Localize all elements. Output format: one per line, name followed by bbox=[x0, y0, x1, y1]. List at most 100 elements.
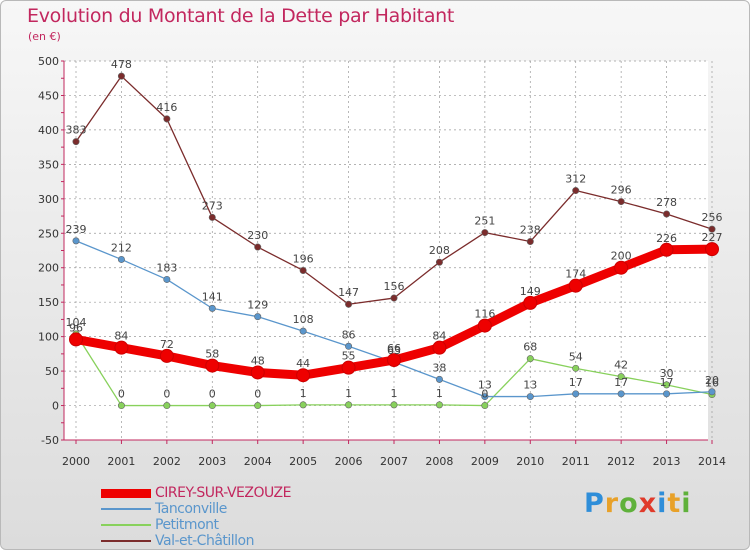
data-label: 239 bbox=[66, 223, 87, 236]
x-tick-label: 2001 bbox=[107, 455, 135, 468]
legend-label: CIREY-SUR-VEZOUZE bbox=[155, 485, 291, 501]
data-label: 227 bbox=[702, 231, 723, 244]
data-point bbox=[208, 402, 216, 410]
x-tick-label: 2010 bbox=[516, 455, 544, 468]
series-3 bbox=[72, 72, 716, 308]
data-label: 17 bbox=[660, 376, 674, 389]
logo-letter: r bbox=[604, 488, 620, 519]
data-label: 44 bbox=[296, 357, 310, 370]
data-label: 141 bbox=[202, 290, 223, 303]
data-point bbox=[254, 402, 262, 410]
data-point bbox=[523, 295, 538, 310]
data-label: 38 bbox=[432, 361, 446, 374]
x-tick-label: 2013 bbox=[653, 455, 681, 468]
data-point bbox=[72, 237, 80, 245]
data-point bbox=[345, 401, 353, 409]
data-label: 16 bbox=[705, 377, 719, 390]
data-label: 278 bbox=[656, 196, 677, 209]
data-point bbox=[114, 340, 129, 355]
data-label: 129 bbox=[247, 299, 268, 312]
data-label: 84 bbox=[432, 330, 446, 343]
y-tick-label: 450 bbox=[38, 89, 59, 102]
data-label: 104 bbox=[66, 316, 87, 329]
data-point bbox=[435, 375, 443, 383]
data-label: 48 bbox=[251, 354, 265, 367]
x-tick-label: 2003 bbox=[198, 455, 226, 468]
data-label: 174 bbox=[565, 268, 586, 281]
data-label: 478 bbox=[111, 58, 132, 71]
data-point bbox=[250, 365, 265, 380]
y-tick-label: 150 bbox=[38, 296, 59, 309]
legend: CIREY-SUR-VEZOUZE Tanconville Petitmont Val… bbox=[101, 485, 291, 549]
data-point bbox=[572, 390, 580, 398]
data-label: 312 bbox=[565, 173, 586, 186]
data-label: 0 bbox=[209, 388, 216, 401]
legend-label: Val-et-Châtillon bbox=[155, 533, 255, 549]
logo-letter: i bbox=[681, 488, 692, 519]
y-tick-label: -50 bbox=[41, 434, 59, 447]
legend-item: CIREY-SUR-VEZOUZE bbox=[101, 485, 291, 501]
data-label: 149 bbox=[520, 285, 541, 298]
data-point bbox=[117, 72, 125, 80]
data-point bbox=[663, 381, 671, 389]
data-point bbox=[481, 402, 489, 410]
data-point bbox=[345, 300, 353, 308]
data-label: 383 bbox=[66, 124, 87, 137]
data-point bbox=[299, 266, 307, 274]
data-label: 226 bbox=[656, 232, 677, 245]
data-point bbox=[617, 198, 625, 206]
data-label: 238 bbox=[520, 224, 541, 237]
data-point bbox=[708, 225, 716, 233]
data-label: 0 bbox=[118, 388, 125, 401]
data-label: 20 bbox=[705, 374, 719, 387]
plot-area bbox=[64, 61, 708, 440]
data-label: 183 bbox=[156, 261, 177, 274]
x-tick-label: 2012 bbox=[607, 455, 635, 468]
x-tick-label: 2005 bbox=[289, 455, 317, 468]
data-point bbox=[481, 229, 489, 237]
legend-label: Tanconville bbox=[155, 501, 227, 517]
data-point bbox=[572, 364, 580, 372]
data-label: 17 bbox=[569, 376, 583, 389]
data-label: 0 bbox=[481, 388, 488, 401]
data-label: 68 bbox=[523, 341, 537, 354]
data-label: 1 bbox=[436, 387, 443, 400]
data-label: 42 bbox=[614, 359, 628, 372]
data-label: 63 bbox=[387, 344, 401, 357]
legend-item: Tanconville bbox=[101, 501, 291, 517]
data-point bbox=[659, 242, 674, 257]
x-tick-label: 2007 bbox=[380, 455, 408, 468]
y-tick-label: 300 bbox=[38, 193, 59, 206]
data-point bbox=[568, 278, 583, 293]
data-point bbox=[208, 213, 216, 221]
data-label: 196 bbox=[293, 252, 314, 265]
legend-item: Val-et-Châtillon bbox=[101, 533, 291, 549]
proxiti-logo: Proxiti bbox=[584, 488, 692, 519]
legend-swatch bbox=[101, 488, 151, 498]
data-point bbox=[614, 260, 629, 275]
y-tick-label: 0 bbox=[52, 400, 59, 413]
data-label: 0 bbox=[163, 388, 170, 401]
y-tick-label: 200 bbox=[38, 262, 59, 275]
data-point bbox=[663, 390, 671, 398]
data-label: 156 bbox=[384, 280, 405, 293]
data-point bbox=[163, 115, 171, 123]
data-label: 86 bbox=[342, 328, 356, 341]
x-tick-label: 2008 bbox=[425, 455, 453, 468]
x-tick-label: 2014 bbox=[698, 455, 726, 468]
data-point bbox=[572, 187, 580, 195]
data-label: 30 bbox=[660, 367, 674, 380]
data-label: 54 bbox=[569, 350, 583, 363]
data-label: 1 bbox=[391, 387, 398, 400]
data-label: 296 bbox=[611, 184, 632, 197]
logo-letter: i bbox=[657, 488, 668, 519]
data-point bbox=[117, 402, 125, 410]
data-point bbox=[390, 294, 398, 302]
data-point bbox=[390, 401, 398, 409]
legend-swatch bbox=[101, 524, 151, 526]
data-label: 13 bbox=[523, 379, 537, 392]
legend-item: Petitmont bbox=[101, 517, 291, 533]
data-point bbox=[705, 242, 719, 257]
data-point bbox=[387, 353, 401, 368]
